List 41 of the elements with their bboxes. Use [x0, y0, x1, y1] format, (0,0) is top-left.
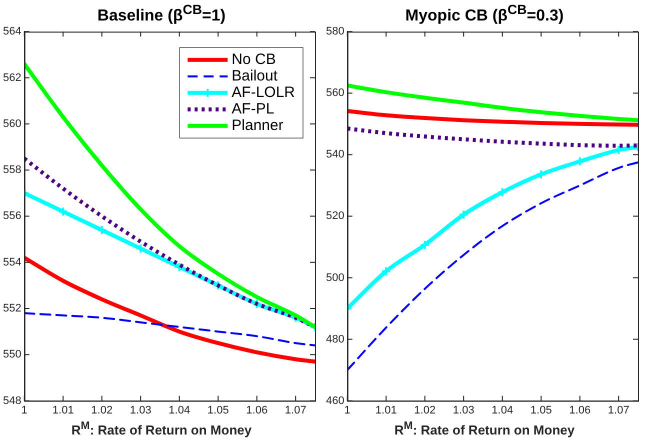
x-axis-title: R$^{M}$: Rate of Return on Money	[393, 420, 576, 438]
x-tick-label: 1.03	[130, 404, 152, 416]
chart-title: Baseline (β$^{CB}$=1)	[96, 2, 227, 26]
legend-label: Planner	[232, 116, 284, 134]
y-tick-label: 552	[2, 302, 22, 315]
y-tick-label: 560	[326, 87, 344, 100]
x-tick-label: 1.06	[246, 404, 268, 416]
y-tick-label: 562	[2, 72, 22, 84]
y-tick-label: 580	[326, 26, 344, 38]
y-tick-label: 548	[2, 394, 22, 407]
x-tick-label: 1.05	[530, 404, 552, 416]
x-tick-label: 1.03	[452, 404, 474, 416]
legend-label: AF-PL	[232, 100, 274, 118]
x-tick-label: 1.04	[492, 404, 514, 416]
x-tick-label: 1.01	[52, 404, 74, 416]
legend-label: AF-LOLR	[232, 84, 296, 101]
x-axis-title: R$^{M}$: Rate of Return on Money	[70, 420, 253, 438]
x-tick-label: 1.07	[284, 404, 306, 416]
x-tick-label: 1.01	[375, 404, 397, 416]
x-tick-label: 1.06	[569, 404, 591, 416]
y-tick-label: 560	[2, 118, 22, 130]
x-tick-label: 1	[21, 404, 28, 416]
x-tick-label: 1.04	[168, 404, 190, 416]
y-tick-label: 540	[326, 148, 344, 161]
x-tick-label: 1	[344, 404, 350, 416]
y-tick-label: 556	[2, 210, 22, 222]
y-tick-label: 520	[326, 210, 344, 222]
y-tick-label: 480	[326, 333, 344, 346]
y-tick-label: 554	[2, 256, 22, 268]
legend-label: Bailout	[232, 67, 278, 84]
legend-label: No CB	[232, 50, 276, 68]
y-tick-label: 550	[2, 348, 22, 361]
y-tick-label: 460	[326, 394, 344, 407]
y-tick-label: 564	[2, 26, 22, 38]
x-tick-label: 1.02	[414, 404, 436, 416]
chart-title: Myopic CB (β$^{CB}$=0.3)	[404, 2, 565, 26]
x-tick-label: 1.02	[91, 404, 113, 416]
y-tick-label: 558	[2, 164, 22, 176]
x-tick-label: 1.07	[608, 404, 630, 416]
y-tick-label: 500	[326, 272, 344, 284]
x-tick-label: 1.05	[207, 404, 229, 416]
